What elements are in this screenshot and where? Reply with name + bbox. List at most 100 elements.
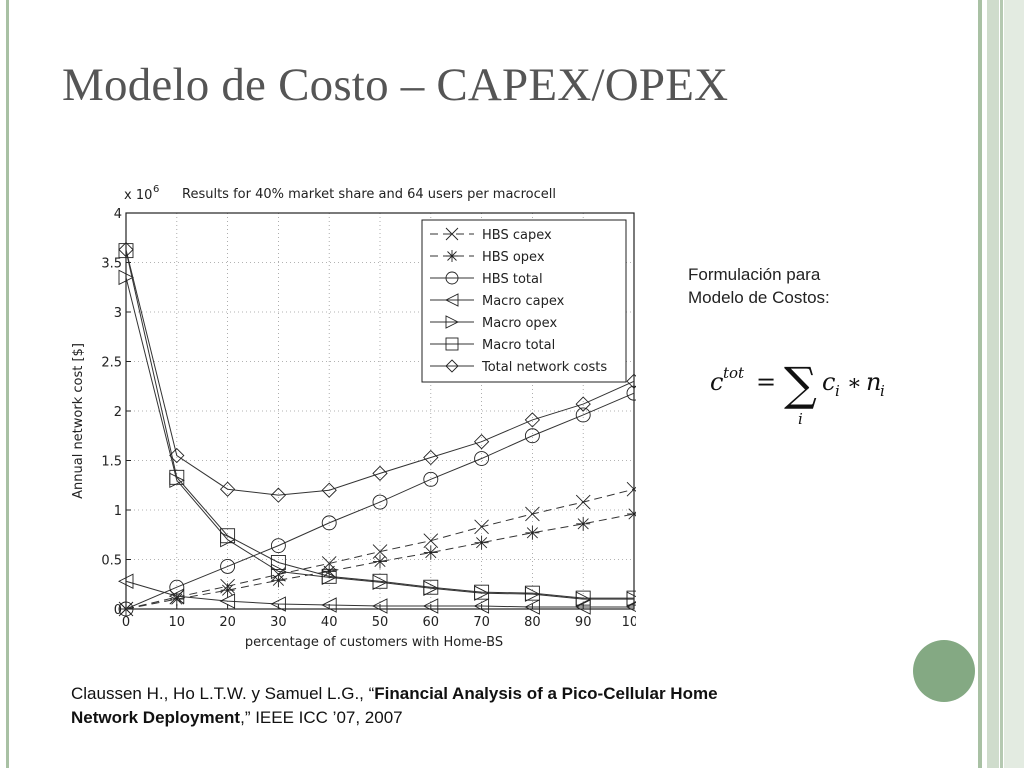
series-3-point xyxy=(524,599,540,615)
formula-equals: = xyxy=(756,368,776,396)
series-line-4 xyxy=(125,277,634,600)
series-2-point xyxy=(575,407,591,423)
series-5-point xyxy=(169,469,185,485)
x-tick-label: 20 xyxy=(219,615,236,630)
series-1-point xyxy=(271,573,286,588)
formula-sum-symbol: ∑ xyxy=(784,357,817,411)
series-1-point xyxy=(576,516,591,531)
series-1-point xyxy=(220,583,235,598)
y-multiplier-exponent: 6 xyxy=(153,184,159,195)
series-2-point xyxy=(423,471,439,487)
series-0-point xyxy=(575,494,591,510)
formula-term-subscript: i xyxy=(835,382,840,400)
series-3-point xyxy=(168,588,185,604)
series-3-point xyxy=(625,602,636,613)
formula-label: Formulación para Modelo de Costos: xyxy=(688,263,830,309)
cost-chart: 0 10 20 30 40 50 60 70 80 90 100 0 0.5 1 1.5 2 2.5 3 3.5 4x… xyxy=(71,184,636,650)
y-tick-label: 0.5 xyxy=(101,554,122,569)
series-2-point xyxy=(321,515,337,531)
series-6-point xyxy=(219,481,236,497)
series-0-point xyxy=(525,506,540,522)
legend-entry: Total network costs xyxy=(481,360,607,375)
series-2-point xyxy=(474,451,490,466)
cost-formula: c tot = ∑ i c i ∗ n i xyxy=(710,357,885,428)
y-tick-label: 2 xyxy=(114,405,122,420)
slide-title: Modelo de Costo – CAPEX/OPEX xyxy=(62,59,729,111)
series-1-point xyxy=(474,535,489,550)
series-5-point xyxy=(118,243,134,259)
x-tick-label: 100 xyxy=(622,615,636,630)
series-3-point xyxy=(117,573,134,590)
series-6-point xyxy=(372,465,388,482)
x-tick-label: 30 xyxy=(270,615,287,630)
formula-lhs-superscript: tot xyxy=(723,364,745,382)
series-5-point xyxy=(575,590,591,606)
series-2-point xyxy=(372,494,388,510)
series-3-point xyxy=(270,596,286,612)
x-tick-label: 90 xyxy=(575,615,592,630)
series-6-point xyxy=(575,396,591,412)
series-5-point xyxy=(372,573,388,589)
chart-title: Results for 40% market share and 64 user… xyxy=(182,187,556,202)
series-4-point xyxy=(270,563,287,580)
series-0-point xyxy=(474,519,489,535)
series-1-point xyxy=(525,525,540,540)
legend-entry: HBS opex xyxy=(482,250,545,265)
citation-venue: ,” IEEE ICC ’07, 2007 xyxy=(240,708,403,727)
x-tick-label: 10 xyxy=(169,615,186,630)
legend-swatch-marker xyxy=(444,293,459,307)
series-6-point xyxy=(473,434,490,450)
series-6-point xyxy=(270,487,287,503)
legend-entry: HBS total xyxy=(482,272,543,287)
formula-term2: n xyxy=(866,368,881,396)
series-2-point xyxy=(524,428,540,444)
formula-lhs: c xyxy=(710,368,723,396)
series-3-point xyxy=(575,599,591,615)
series-line-6 xyxy=(125,249,635,496)
formula-sum-index: i xyxy=(798,410,803,428)
series-3-point xyxy=(321,597,337,613)
series-line-3 xyxy=(125,580,634,608)
series-line-5 xyxy=(125,250,634,599)
series-2-point xyxy=(270,538,286,554)
frame-right-stripe xyxy=(978,0,982,768)
x-tick-label: 60 xyxy=(423,615,440,630)
series-0-point xyxy=(321,556,337,571)
formula-label-line-2: Modelo de Costos: xyxy=(688,288,830,307)
y-tick-label: 2.5 xyxy=(101,356,122,371)
series-1-point xyxy=(627,506,636,521)
legend-entry: HBS capex xyxy=(482,228,552,243)
series-1-point xyxy=(373,554,387,569)
series-3-point xyxy=(473,598,490,614)
x-tick-label: 80 xyxy=(524,615,541,630)
legend-entry: Macro opex xyxy=(482,316,557,331)
y-tick-label: 1 xyxy=(114,504,122,519)
series-4-point xyxy=(118,269,135,286)
series-5-point xyxy=(220,528,236,544)
y-tick-label: 3.5 xyxy=(101,257,122,272)
frame-right-edge xyxy=(1004,0,1024,768)
formula-times: ∗ xyxy=(847,371,862,396)
series-5-point xyxy=(321,568,337,584)
series-0-point xyxy=(626,481,636,497)
series-1-point xyxy=(423,545,438,560)
frame-right-band xyxy=(987,0,999,768)
series-line-2 xyxy=(125,392,635,610)
series-6-point xyxy=(423,449,439,466)
legend-swatch-marker xyxy=(445,227,459,241)
x-axis-label: percentage of customers with Home-BS xyxy=(245,635,503,650)
legend-entry: Macro total xyxy=(482,338,555,353)
series-5-point xyxy=(270,555,286,570)
legend-box xyxy=(421,219,627,383)
x-tick-label: 0 xyxy=(122,615,130,630)
series-5-point xyxy=(524,585,540,601)
legend-swatch-marker xyxy=(445,271,459,285)
series-3-point xyxy=(422,598,439,614)
series-0-point xyxy=(423,533,439,549)
series-1-point xyxy=(322,564,337,579)
citation-title-part-2: Network Deployment xyxy=(71,708,241,727)
series-6-point xyxy=(524,412,541,428)
y-tick-label: 4 xyxy=(114,207,122,222)
series-1-point xyxy=(169,592,184,607)
series-6-point xyxy=(626,373,636,389)
